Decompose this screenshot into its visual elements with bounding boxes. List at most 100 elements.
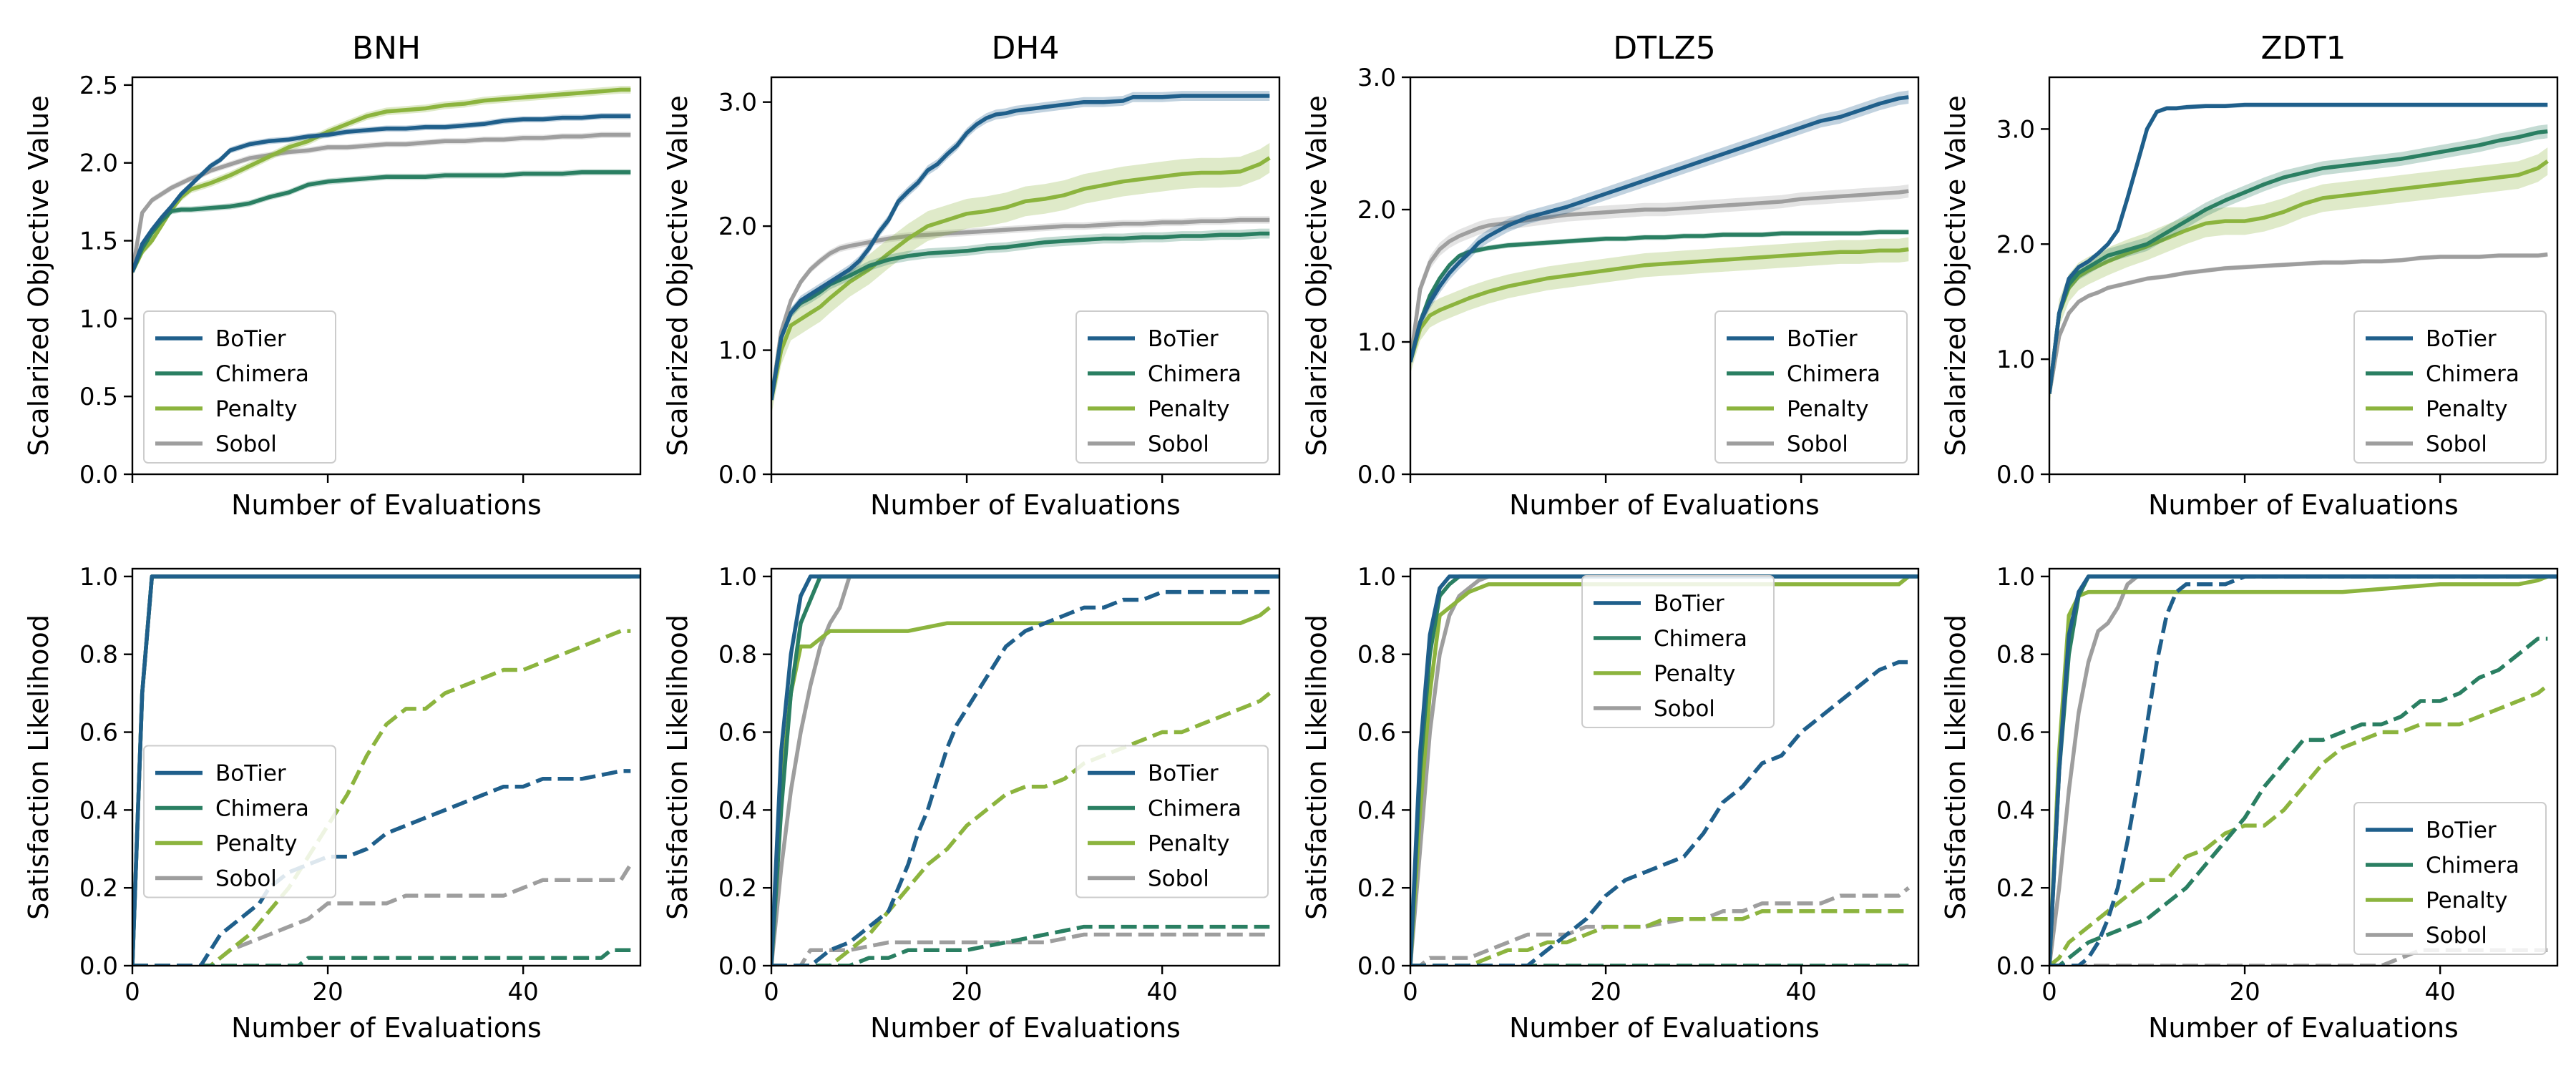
panel-5-ytick-label-5: 1.0: [718, 563, 757, 592]
panel-4-ylabel: Satisfaction Likelihood: [23, 614, 54, 920]
panel-1-ytick-label-3: 3.0: [718, 89, 757, 117]
panel-7-chimera-cost-line: [2049, 637, 2548, 966]
panel-6-ytick-label-1: 0.2: [1357, 874, 1396, 903]
panel-5-plot-area: [771, 574, 1279, 966]
panel-5-ytick-label-0: 0.0: [718, 952, 757, 981]
panel-7-xtick-label-0: 0: [2041, 978, 2057, 1006]
panel-3-legend-label-botier: BoTier: [2426, 326, 2497, 352]
panel-3-legend: BoTier Chimera Penalty Sobol: [2353, 310, 2547, 464]
panel-0-sobol-line: [132, 132, 631, 273]
panel-0-axes-frame: [131, 76, 642, 476]
panel-7-penalty-line: [2049, 574, 2549, 966]
panel-5-legend-label-chimera: Chimera: [1148, 796, 1241, 822]
panel-4-ytick-label-2: 0.4: [79, 796, 118, 825]
panel-0-ytick-label-0: 0.0: [79, 461, 118, 489]
panel-4-xtick-label-2: 40: [508, 978, 539, 1006]
panel-0-legend-box: [143, 310, 336, 464]
panel-0-ytick-label-4: 2.0: [79, 150, 118, 178]
panel-6-ytick-label-2: 0.4: [1357, 796, 1396, 825]
panel-6-plot-area: [1410, 574, 1918, 966]
panel-5-legend: BoTier Chimera Penalty Sobol: [1075, 745, 1269, 898]
panel-6-ytick-label-3: 0.6: [1357, 719, 1396, 748]
panel-6-xtick-label-1: 20: [1590, 978, 1621, 1006]
panel-0-ytick-label-3: 1.5: [79, 227, 118, 256]
panel-3-legend-label-chimera: Chimera: [2426, 361, 2519, 387]
panel-7-plot-area: [2049, 574, 2557, 966]
panel-4-legend-label-chimera: Chimera: [215, 796, 309, 822]
panel-7-ytick-label-4: 0.8: [1996, 641, 2035, 670]
panel-1-legend-label-sobol: Sobol: [1148, 431, 1209, 457]
panel-7-legend-label-botier: BoTier: [2426, 818, 2497, 843]
panel-1-ytick-label-2: 2.0: [718, 212, 757, 241]
panel-6-ytick-label-4: 0.8: [1357, 641, 1396, 670]
panel-1-legend-label-penalty: Penalty: [1148, 396, 1229, 422]
panel-3-ytick-label-1: 1.0: [1996, 346, 2035, 374]
panel-6-xtick-label-2: 40: [1786, 978, 1817, 1006]
panel-2-legend-label-botier: BoTier: [1787, 326, 1858, 352]
panel-7-legend-label-sobol: Sobol: [2426, 923, 2487, 949]
panel-0-xlabel: Number of Evaluations: [231, 489, 542, 521]
panel-6-xlabel: Number of Evaluations: [1509, 1012, 1820, 1044]
panel-6-legend: BoTier Chimera Penalty Sobol: [1581, 575, 1775, 728]
panel-6-sobol-cost-line: [1410, 886, 1911, 966]
panel-0-ylabel: Scalarized Objective Value: [23, 95, 54, 456]
panel-2-legend-label-chimera: Chimera: [1787, 361, 1880, 387]
panel-4-chimera-cost-line: [132, 948, 631, 966]
panel-7-xtick-label-1: 20: [2229, 978, 2260, 1006]
panel-5-xtick-label-2: 40: [1147, 978, 1178, 1006]
panel-4-legend-label-sobol: Sobol: [215, 866, 277, 892]
panel-5-botier-cost-line: [771, 589, 1270, 966]
panel-2-xlabel: Number of Evaluations: [1509, 489, 1820, 521]
panel-6-ylabel: Satisfaction Likelihood: [1301, 614, 1332, 920]
panel-6-ytick-label-0: 0.0: [1357, 952, 1396, 981]
panel-7-ytick-label-2: 0.4: [1996, 796, 2035, 825]
panel-1-ytick-label-1: 1.0: [718, 337, 757, 366]
panel-3-title: ZDT1: [2261, 30, 2346, 67]
panel-5-axes-frame: [770, 567, 1281, 967]
panel-4-sobol-cost-line: [132, 863, 633, 966]
panel-7-botier-cost-line: [2049, 574, 2557, 966]
panel-2-chimera-line: [1410, 230, 1909, 363]
panel-3-legend-box: [2353, 310, 2547, 464]
panel-6-penalty-cost-line: [1410, 909, 1909, 966]
panel-6-penalty-line: [1410, 574, 1911, 966]
panel-4-botier-line: [132, 574, 640, 966]
panel-4-axes-frame: [131, 567, 642, 967]
panel-zdt1-satisfaction: 0.0 0.2 0.4 0.6 0.8 1.0 0 20 40 Number of Evaluat…: [1940, 563, 2559, 1044]
panel-0-title: BNH: [352, 30, 421, 67]
panel-3-ytick-label-2: 2.0: [1996, 230, 2035, 259]
panel-2-legend-label-penalty: Penalty: [1787, 396, 1868, 422]
panel-1-axes-frame: [770, 76, 1281, 476]
panel-dtlz5-satisfaction: 0.0 0.2 0.4 0.6 0.8 1.0 0 20 40 Number of Evaluat…: [1301, 563, 1920, 1044]
panel-6-legend-label-chimera: Chimera: [1654, 626, 1747, 652]
panel-0-ytick-label-1: 0.5: [79, 383, 118, 411]
panel-0-chimera-line: [132, 170, 631, 273]
panel-4-xtick-label-1: 20: [312, 978, 343, 1006]
panel-dtlz5-objective: 0.0 1.0 2.0 3.0 Number of Evaluations Scalari…: [1301, 30, 1920, 521]
panel-dh4-objective: 0.0 1.0 2.0 3.0 Number of Evaluations Scalari…: [662, 30, 1281, 521]
panel-5-legend-label-botier: BoTier: [1148, 761, 1219, 787]
panel-5-ytick-label-1: 0.2: [718, 874, 757, 903]
panel-5-sobol-line: [771, 574, 1279, 966]
panel-4-ytick-label-0: 0.0: [79, 952, 118, 981]
panel-7-botier-line: [2049, 574, 2557, 966]
panel-3-plot-area: [2049, 102, 2549, 408]
panel-5-xtick-label-1: 20: [951, 978, 982, 1006]
panel-5-legend-box: [1075, 745, 1269, 898]
panel-4-xtick-label-0: 0: [125, 978, 140, 1006]
panel-6-legend-box: [1581, 575, 1775, 728]
panel-3-ylabel: Scalarized Objective Value: [1940, 95, 1971, 456]
panel-7-xtick-label-2: 40: [2425, 978, 2456, 1006]
panel-6-xtick-label-0: 0: [1402, 978, 1418, 1006]
panel-5-botier-line: [771, 574, 1279, 966]
panel-3-chimera-line: [2049, 129, 2548, 394]
panel-2-title: DTLZ5: [1613, 30, 1715, 67]
panel-5-ylabel: Satisfaction Likelihood: [662, 614, 693, 920]
panel-dh4-satisfaction: 0.0 0.2 0.4 0.6 0.8 1.0 0 20 40 Number of Evaluat…: [662, 563, 1281, 1044]
panel-4-plot-area: [132, 574, 640, 966]
panel-1-legend-box: [1075, 310, 1269, 464]
panel-3-ytick-label-0: 0.0: [1996, 461, 2035, 489]
panel-3-botier-line: [2049, 102, 2548, 394]
panel-2-plot-area: [1410, 90, 1909, 374]
